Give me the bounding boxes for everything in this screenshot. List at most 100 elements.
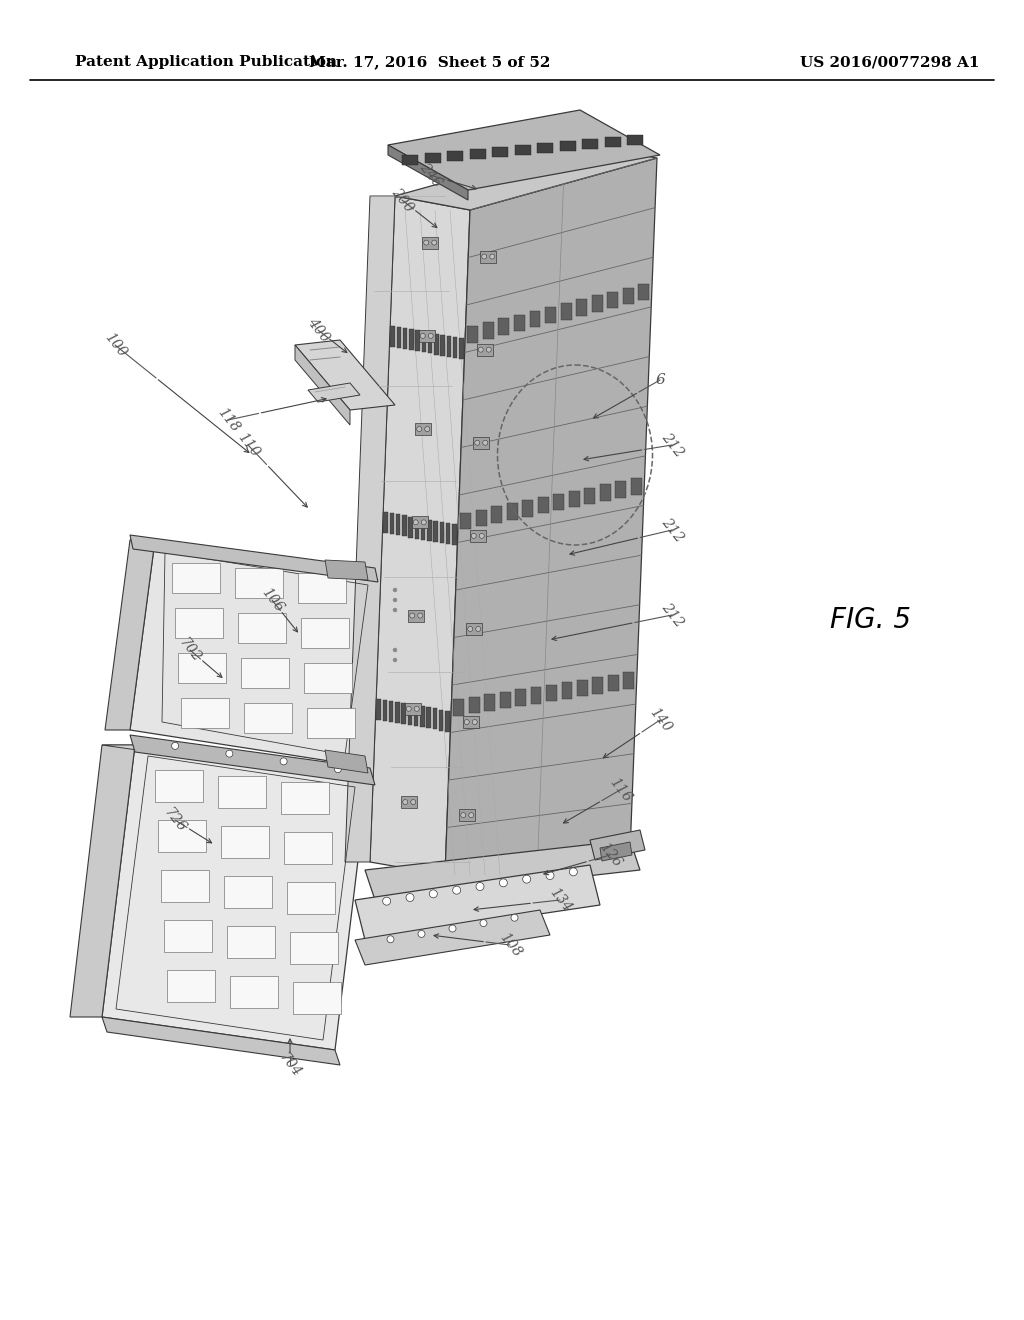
- Polygon shape: [409, 329, 414, 350]
- Polygon shape: [484, 694, 495, 710]
- Polygon shape: [307, 708, 355, 738]
- Text: Patent Application Publication: Patent Application Publication: [75, 55, 337, 69]
- Polygon shape: [538, 496, 549, 513]
- Polygon shape: [105, 540, 155, 730]
- Polygon shape: [463, 715, 479, 729]
- Text: 126: 126: [596, 841, 624, 870]
- Polygon shape: [427, 520, 432, 541]
- Circle shape: [482, 441, 487, 445]
- Polygon shape: [325, 750, 368, 774]
- Polygon shape: [422, 331, 426, 352]
- Polygon shape: [130, 540, 380, 766]
- Polygon shape: [492, 507, 502, 523]
- Polygon shape: [454, 700, 464, 715]
- Polygon shape: [70, 744, 135, 1016]
- Polygon shape: [560, 304, 571, 319]
- Polygon shape: [293, 982, 341, 1014]
- Polygon shape: [607, 292, 618, 308]
- Circle shape: [449, 925, 456, 932]
- Polygon shape: [477, 343, 493, 355]
- Polygon shape: [388, 145, 468, 201]
- Circle shape: [480, 920, 487, 927]
- Polygon shape: [175, 609, 223, 638]
- Circle shape: [546, 871, 554, 879]
- Circle shape: [415, 706, 419, 711]
- Polygon shape: [492, 147, 508, 157]
- Polygon shape: [615, 482, 627, 498]
- Circle shape: [393, 609, 397, 612]
- Polygon shape: [473, 437, 489, 449]
- Polygon shape: [507, 503, 518, 520]
- Polygon shape: [409, 610, 424, 622]
- Polygon shape: [420, 706, 425, 727]
- Polygon shape: [585, 487, 595, 504]
- Polygon shape: [469, 149, 485, 158]
- Polygon shape: [164, 920, 212, 952]
- Polygon shape: [561, 682, 572, 698]
- Text: 212: 212: [658, 430, 686, 459]
- Circle shape: [472, 719, 477, 725]
- Polygon shape: [416, 424, 431, 436]
- Polygon shape: [298, 573, 346, 603]
- Polygon shape: [102, 1016, 340, 1065]
- Circle shape: [432, 240, 437, 246]
- Polygon shape: [370, 195, 470, 875]
- Polygon shape: [529, 310, 541, 327]
- Circle shape: [476, 627, 480, 631]
- Polygon shape: [161, 870, 209, 902]
- Polygon shape: [355, 865, 600, 940]
- Circle shape: [522, 875, 530, 883]
- Polygon shape: [470, 529, 485, 541]
- Polygon shape: [577, 300, 587, 315]
- Circle shape: [478, 347, 483, 352]
- Text: 212: 212: [658, 515, 686, 545]
- Polygon shape: [409, 516, 413, 537]
- Polygon shape: [600, 842, 632, 861]
- Circle shape: [406, 894, 414, 902]
- Polygon shape: [389, 513, 394, 535]
- Polygon shape: [395, 702, 399, 723]
- Polygon shape: [345, 195, 395, 862]
- Polygon shape: [130, 535, 378, 582]
- Polygon shape: [287, 882, 335, 913]
- Circle shape: [500, 879, 507, 887]
- Circle shape: [393, 657, 397, 663]
- Circle shape: [393, 648, 397, 652]
- Text: 212: 212: [658, 601, 686, 630]
- Polygon shape: [608, 675, 618, 692]
- Circle shape: [402, 800, 408, 805]
- Polygon shape: [167, 970, 215, 1002]
- Polygon shape: [422, 236, 438, 248]
- Circle shape: [417, 426, 422, 432]
- Polygon shape: [402, 154, 418, 165]
- Text: 106: 106: [258, 585, 286, 615]
- Polygon shape: [425, 153, 440, 162]
- Polygon shape: [514, 145, 530, 154]
- Polygon shape: [631, 478, 642, 495]
- Polygon shape: [604, 137, 621, 147]
- Text: 134: 134: [546, 886, 573, 915]
- Polygon shape: [577, 680, 588, 696]
- Circle shape: [429, 890, 437, 898]
- Polygon shape: [638, 284, 649, 301]
- Polygon shape: [158, 820, 206, 851]
- Circle shape: [424, 240, 429, 246]
- Polygon shape: [284, 832, 332, 865]
- Text: 116: 116: [606, 775, 634, 805]
- Polygon shape: [130, 540, 380, 576]
- Polygon shape: [623, 288, 634, 304]
- Circle shape: [469, 813, 474, 817]
- Text: 108: 108: [497, 931, 523, 960]
- Polygon shape: [218, 776, 266, 808]
- Circle shape: [407, 706, 412, 711]
- Polygon shape: [244, 704, 292, 733]
- Circle shape: [383, 898, 391, 906]
- Polygon shape: [421, 519, 425, 540]
- Polygon shape: [230, 975, 278, 1008]
- Polygon shape: [395, 144, 657, 210]
- Polygon shape: [469, 697, 479, 713]
- Circle shape: [476, 883, 484, 891]
- Polygon shape: [308, 383, 360, 403]
- Polygon shape: [290, 932, 338, 964]
- Polygon shape: [446, 335, 452, 356]
